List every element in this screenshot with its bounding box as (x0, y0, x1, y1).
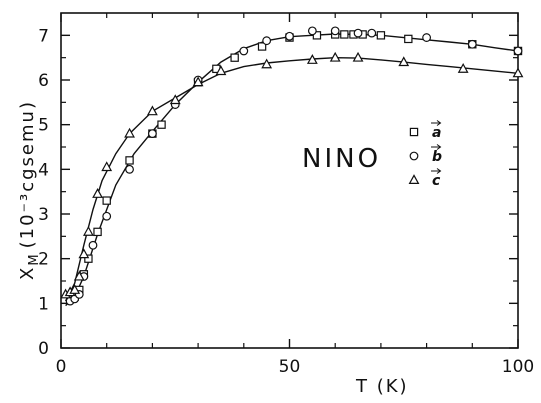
point-a-17 (341, 31, 348, 38)
y-tick-label-1: 1 (38, 294, 49, 314)
legend-marker-c (410, 175, 419, 183)
point-b-15 (354, 29, 362, 37)
y-axis-label-unit: (10⁻³cgsemu) (17, 100, 38, 248)
legend-label-b: b (432, 149, 442, 165)
point-b-13 (309, 27, 317, 35)
point-a-5 (94, 228, 101, 235)
x-axis-label: T (K) (355, 376, 409, 397)
legend-label-c: c (432, 173, 441, 189)
x-tick-label-50: 50 (279, 357, 301, 377)
point-c-16 (354, 53, 363, 61)
point-a-9 (158, 121, 165, 128)
legend-label-a: a (432, 125, 441, 141)
y-tick-label-7: 7 (38, 26, 49, 46)
point-b-4 (89, 241, 97, 249)
point-b-18 (469, 40, 477, 48)
point-a-21 (405, 35, 412, 42)
point-c-4 (79, 250, 88, 258)
point-b-16 (368, 29, 376, 37)
x-tick-label-0: 0 (56, 357, 67, 377)
y-tick-label-6: 6 (38, 71, 49, 91)
plot-frame-group (61, 13, 518, 348)
legend-marker-a (410, 128, 417, 135)
y-tick-label-4: 4 (38, 160, 49, 180)
point-b-17 (423, 34, 431, 42)
point-b-10 (240, 47, 248, 55)
point-b-7 (149, 130, 157, 138)
y-axis-label-symbol: X (17, 266, 38, 280)
fit-curve-c (66, 58, 518, 301)
point-a-20 (377, 32, 384, 39)
y-axis-label-subscript: M (27, 252, 42, 265)
point-b-5 (103, 212, 111, 220)
point-b-11 (263, 37, 271, 45)
y-tick-label-0: 0 (38, 339, 49, 359)
point-c-9 (148, 107, 157, 115)
point-a-7 (126, 157, 133, 164)
point-b-14 (331, 27, 339, 35)
point-b-12 (286, 32, 294, 40)
point-c-5 (84, 227, 93, 235)
legend-marker-b (410, 152, 418, 160)
point-a-6 (103, 197, 110, 204)
point-a-12 (231, 54, 238, 61)
point-b-6 (126, 166, 134, 174)
point-c-6 (93, 189, 102, 197)
legend: abc (410, 121, 442, 190)
y-tick-label-5: 5 (38, 116, 49, 136)
y-tick-label-3: 3 (38, 205, 49, 225)
annotation-label: NINO (302, 144, 381, 174)
plot-frame (61, 13, 518, 348)
point-b-19 (514, 47, 522, 55)
data-points-group (61, 27, 522, 305)
x-tick-label-100: 100 (502, 357, 534, 377)
